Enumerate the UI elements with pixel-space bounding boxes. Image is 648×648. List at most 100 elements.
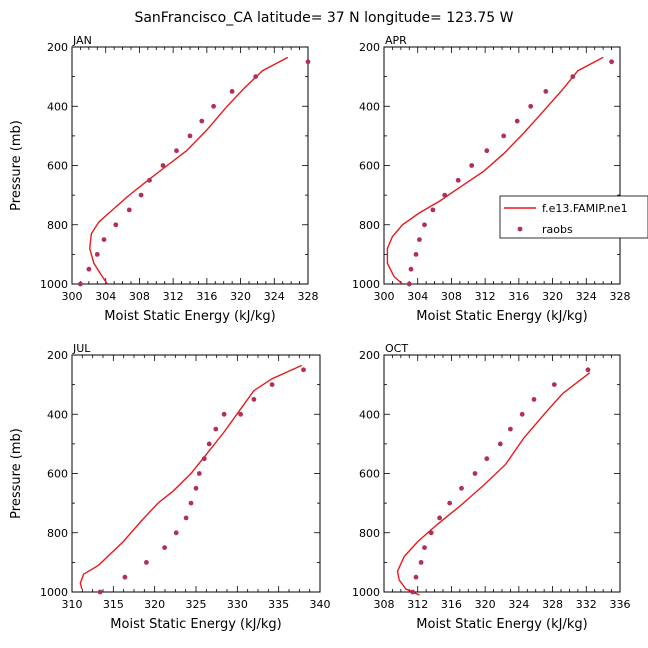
figure-title: SanFrancisco_CA latitude= 37 N longitude… [134, 10, 513, 26]
y-tick-label: 400 [47, 100, 68, 113]
x-axis-label: Moist Static Energy (kJ/kg) [416, 617, 587, 632]
obs-point [413, 252, 419, 257]
x-tick-label: 312 [475, 290, 496, 303]
obs-point [174, 148, 179, 154]
panel-apr: APR 300 304 308 312 316 320 324 328 200 400 600 800 1… [352, 34, 631, 324]
obs-point [206, 441, 212, 447]
panel-label: JUL [72, 342, 91, 355]
obs-point [199, 118, 205, 124]
plot-frame [383, 354, 621, 593]
obs-point [406, 281, 412, 287]
obs-point [229, 89, 235, 94]
legend-box [499, 195, 648, 239]
obs-point [585, 367, 591, 373]
x-tick-label: 332 [576, 598, 597, 611]
panel-oct: OCT 308 312 316 320 324 328 332 336 200 400 600 800 1… [352, 342, 631, 632]
obs-point [459, 485, 464, 491]
x-tick-label: 335 [268, 598, 289, 611]
obs-point [484, 456, 490, 462]
panel-label: JAN [72, 34, 92, 47]
obs-point [160, 163, 166, 168]
obs-point [447, 500, 453, 506]
obs-point [78, 281, 83, 287]
y-tick-label: 800 [47, 527, 68, 540]
legend-model-label: f.e13.FAMIP.ne1 [542, 202, 628, 215]
x-tick-label: 312 [407, 598, 428, 611]
obs-point [138, 192, 144, 198]
obs-point [519, 411, 525, 417]
y-tick-label: 200 [47, 41, 68, 54]
y-tick-label: 1000 [40, 586, 68, 599]
y-tick-label: 600 [47, 160, 68, 173]
obs-point [408, 266, 414, 272]
obs-point [422, 545, 427, 550]
y-tick-label: 600 [359, 160, 380, 173]
x-tick-label: 325 [186, 598, 207, 611]
y-tick-label: 1000 [40, 278, 68, 291]
legend-obs-marker [517, 226, 523, 232]
obs-point [238, 411, 244, 417]
x-axis-label: Moist Static Energy (kJ/kg) [110, 617, 281, 632]
x-tick-label: 310 [62, 598, 83, 611]
y-tick-label: 200 [359, 41, 380, 54]
x-tick-label: 304 [95, 290, 116, 303]
obs-point [428, 530, 434, 536]
x-tick-label: 320 [542, 290, 563, 303]
obs-point [97, 589, 103, 595]
obs-point [484, 148, 490, 154]
obs-point [501, 133, 507, 139]
legend-obs-label: raobs [542, 223, 573, 236]
obs-point [551, 382, 557, 387]
obs-point [422, 222, 427, 228]
obs-point [514, 118, 520, 124]
obs-point [253, 74, 259, 79]
obs-point [472, 471, 478, 476]
y-tick-label: 800 [359, 219, 380, 232]
x-tick-label: 328 [542, 598, 563, 611]
x-axis-label: Moist Static Energy (kJ/kg) [104, 309, 275, 324]
obs-point [162, 545, 168, 550]
x-tick-label: 328 [610, 290, 631, 303]
x-tick-label: 312 [163, 290, 184, 303]
x-tick-label: 324 [576, 290, 597, 303]
y-tick-label: 1000 [352, 278, 380, 291]
x-tick-label: 300 [62, 290, 83, 303]
y-tick-label: 200 [359, 349, 380, 362]
model-line [88, 56, 289, 285]
x-tick-label: 316 [196, 290, 217, 303]
y-tick-label: 800 [47, 219, 68, 232]
x-tick-label: 324 [508, 598, 529, 611]
obs-point [609, 59, 614, 65]
obs-point [251, 397, 257, 402]
obs-point [94, 252, 100, 257]
x-tick-label: 308 [374, 598, 395, 611]
obs-point [126, 207, 132, 213]
obs-point [188, 500, 194, 506]
obs-point [183, 515, 189, 521]
y-tick-label: 400 [359, 100, 380, 113]
obs-point [437, 515, 442, 521]
panel-jan: JAN 300 304 308 312 316 320 324 328 200 400 600 800 1… [9, 34, 319, 324]
y-tick-label: 200 [47, 349, 68, 362]
model-line [79, 364, 303, 590]
obs-point [201, 456, 207, 462]
obs-point [497, 441, 503, 447]
x-tick-label: 315 [103, 598, 124, 611]
panel-label: OCT [385, 342, 408, 355]
y-tick-label: 1000 [352, 586, 380, 599]
obs-point [144, 560, 149, 565]
x-tick-label: 320 [230, 290, 251, 303]
y-tick-label: 400 [47, 408, 68, 421]
obs-point [305, 59, 311, 65]
obs-point [86, 266, 92, 272]
x-tick-label: 330 [227, 598, 248, 611]
y-axis-label: Pressure (mb) [9, 428, 24, 519]
obs-point [187, 133, 193, 139]
obs-point [531, 397, 537, 402]
obs-point [455, 177, 461, 183]
plot-frame [71, 46, 309, 285]
y-tick-label: 800 [359, 527, 380, 540]
x-tick-label: 336 [610, 598, 631, 611]
model-line [396, 372, 591, 596]
obs-point [196, 471, 202, 476]
